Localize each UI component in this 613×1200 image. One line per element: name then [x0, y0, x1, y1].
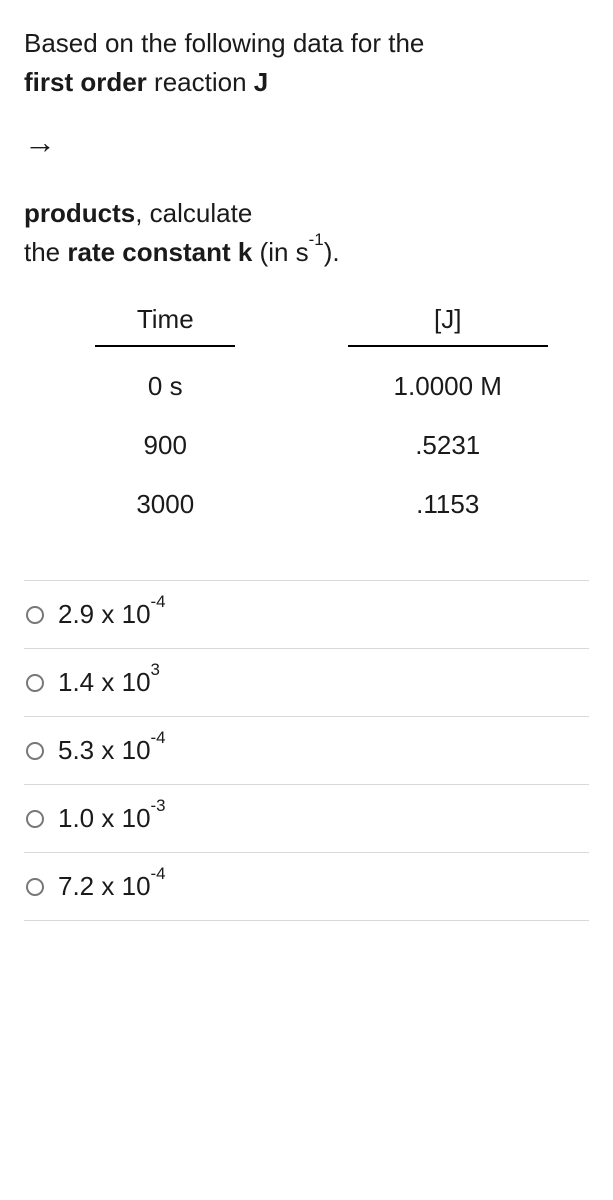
question-line-2: products, calculate — [24, 194, 589, 233]
header-rule — [348, 345, 548, 347]
option-exp: -3 — [151, 796, 166, 815]
radio-icon — [26, 606, 44, 624]
bold-text: J — [254, 67, 268, 97]
option-exp: -4 — [151, 728, 166, 747]
answer-option[interactable]: 7.2 x 10-4 — [24, 853, 589, 921]
table-cell: 1.0000 M — [307, 367, 590, 406]
option-exp: -4 — [151, 864, 166, 883]
text: (in s — [252, 237, 308, 267]
column-header: [J] — [307, 300, 590, 339]
table-cell: 900 — [24, 426, 307, 465]
answer-option[interactable]: 1.0 x 10-3 — [24, 785, 589, 853]
arrow-icon: → — [24, 118, 589, 166]
radio-icon — [26, 674, 44, 692]
question-line-1: Based on the following data for the firs… — [24, 24, 589, 102]
option-label: 5.3 x 10-4 — [58, 731, 166, 770]
table-cell: .5231 — [307, 426, 590, 465]
table-cell: .1153 — [307, 485, 590, 524]
option-exp: -4 — [151, 592, 166, 611]
bold-text: products — [24, 198, 135, 228]
radio-icon — [26, 810, 44, 828]
table-cell: 3000 — [24, 485, 307, 524]
text: ). — [324, 237, 340, 267]
option-coef: 7.2 — [58, 871, 94, 901]
option-label: 1.0 x 10-3 — [58, 799, 166, 838]
table-cell: 0 s — [24, 367, 307, 406]
option-label: 7.2 x 10-4 — [58, 867, 166, 906]
option-coef: 1.4 — [58, 667, 94, 697]
text: the — [24, 237, 67, 267]
text: , calculate — [135, 198, 252, 228]
radio-icon — [26, 878, 44, 896]
answer-option[interactable]: 1.4 x 103 — [24, 649, 589, 717]
text: Based on the following data for the — [24, 28, 424, 58]
option-exp: 3 — [151, 660, 160, 679]
table-column-time: Time 0 s 900 3000 — [24, 300, 307, 544]
option-label: 1.4 x 103 — [58, 663, 160, 702]
question-line-3: the rate constant k (in s-1). — [24, 233, 589, 272]
options-list: 2.9 x 10-4 1.4 x 103 5.3 x 10-4 1.0 x 10… — [24, 580, 589, 921]
option-coef: 5.3 — [58, 735, 94, 765]
option-coef: 2.9 — [58, 599, 94, 629]
option-coef: 1.0 — [58, 803, 94, 833]
option-label: 2.9 x 10-4 — [58, 595, 166, 634]
bold-text: rate constant k — [67, 237, 252, 267]
table-column-concentration: [J] 1.0000 M .5231 .1153 — [307, 300, 590, 544]
data-table: Time 0 s 900 3000 [J] 1.0000 M .5231 .11… — [24, 300, 589, 544]
text: reaction — [147, 67, 254, 97]
question-stem: Based on the following data for the firs… — [24, 24, 589, 272]
radio-icon — [26, 742, 44, 760]
bold-text: first order — [24, 67, 147, 97]
answer-option[interactable]: 5.3 x 10-4 — [24, 717, 589, 785]
column-header: Time — [24, 300, 307, 339]
answer-option[interactable]: 2.9 x 10-4 — [24, 581, 589, 649]
superscript: -1 — [309, 230, 324, 249]
header-rule — [95, 345, 235, 347]
